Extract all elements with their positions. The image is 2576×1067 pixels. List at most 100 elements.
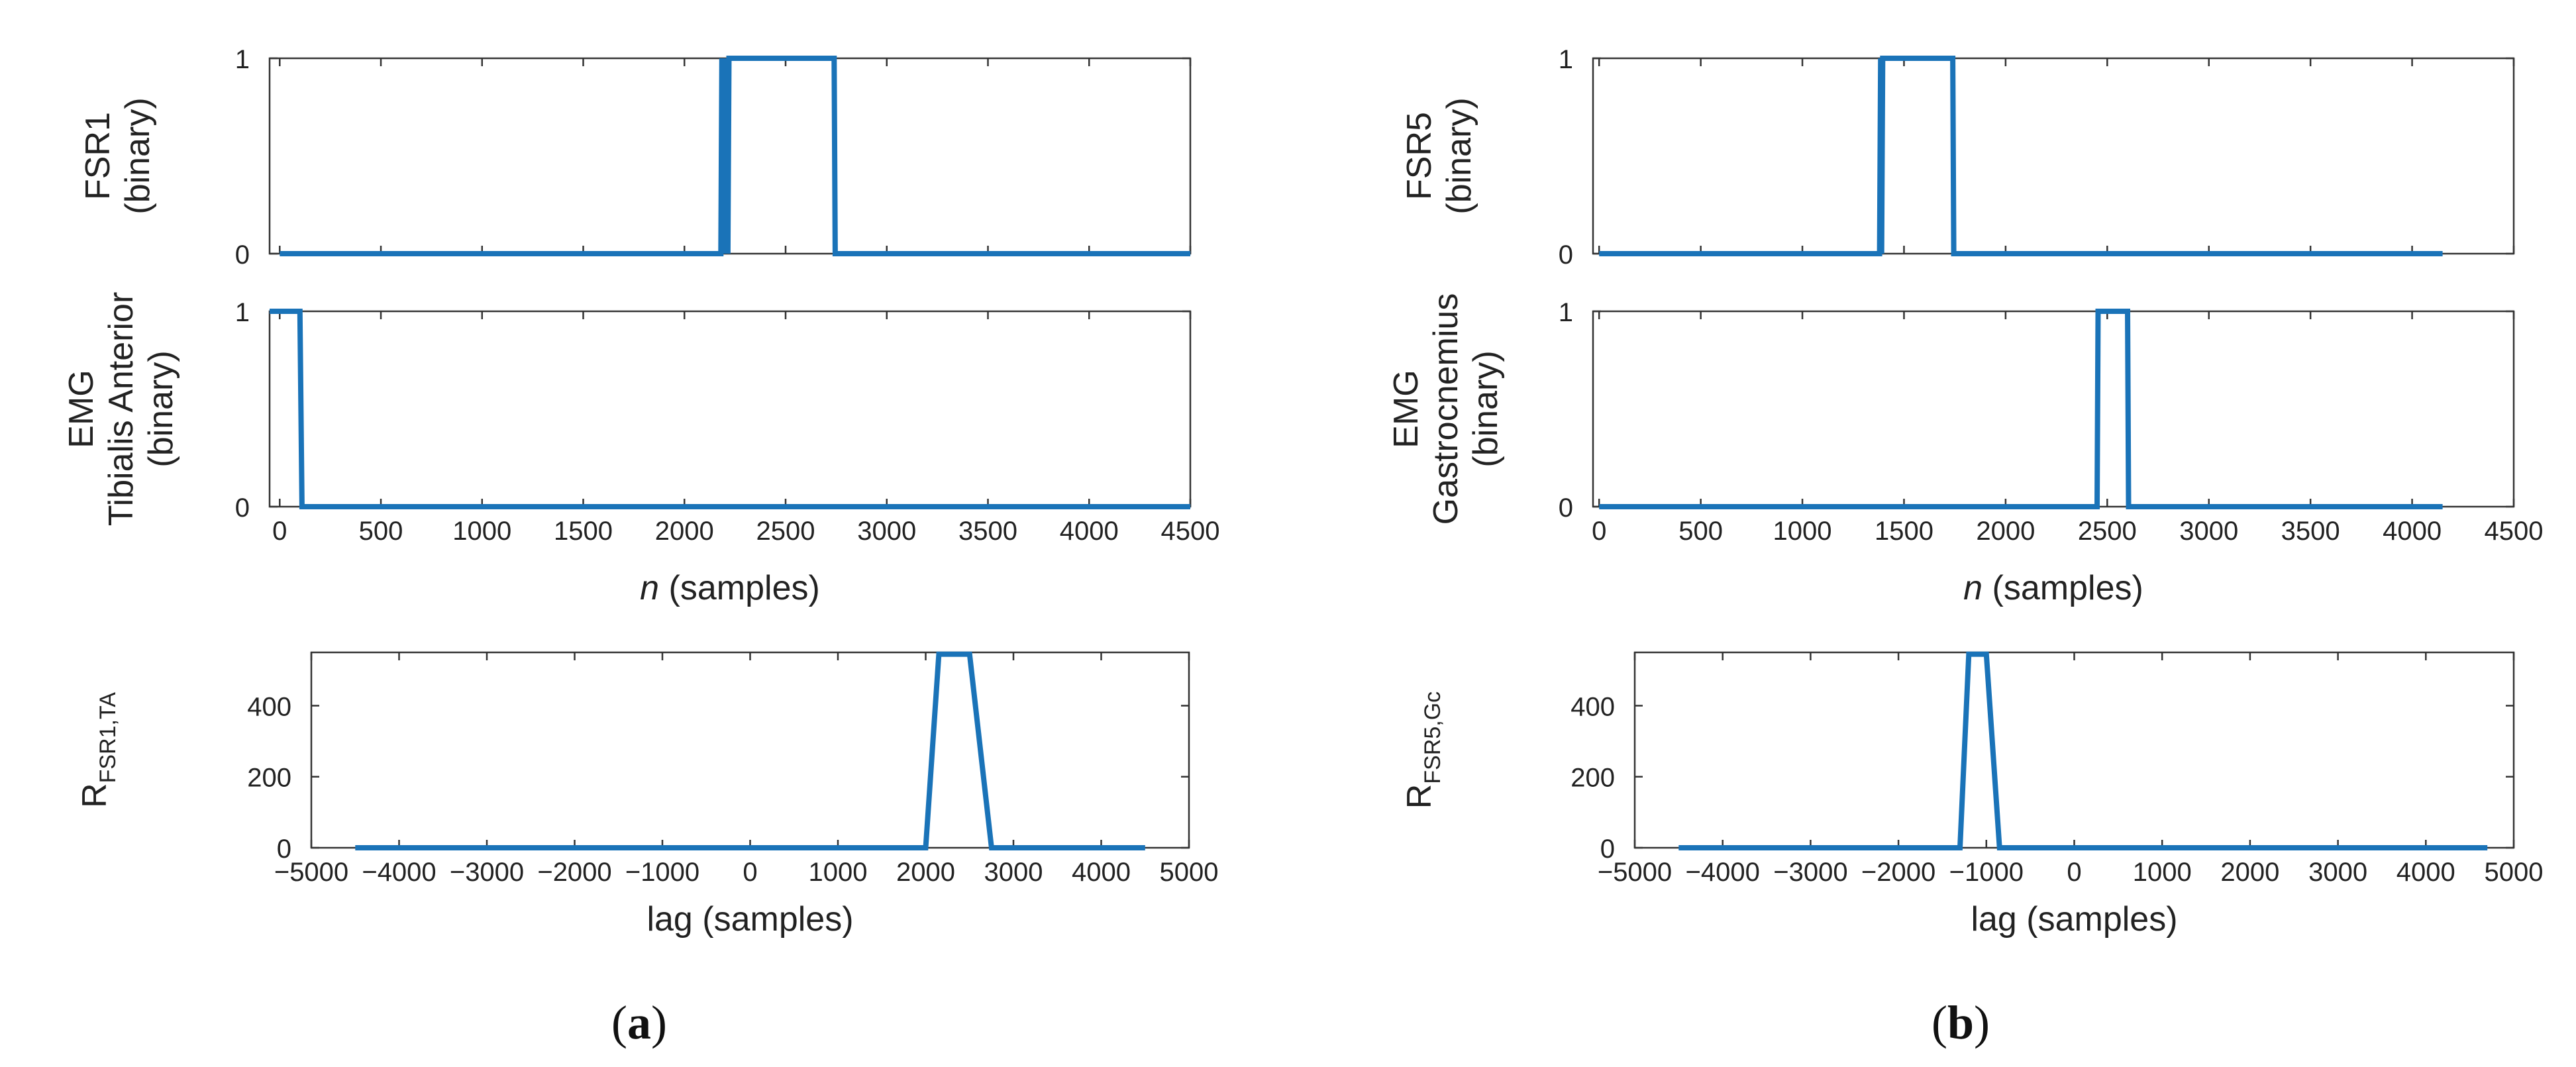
series-line	[270, 309, 1190, 509]
x-tick-label: −5000	[1598, 858, 1672, 887]
series-line	[355, 651, 1145, 850]
y-axis-label-line: (binary)	[1440, 97, 1478, 214]
x-tick-label: 3000	[2179, 517, 2238, 546]
y-axis-label-line: Tibialis Anterior	[102, 292, 140, 527]
y-tick-label: 0	[277, 835, 291, 864]
y-axis-label: EMGGastrocnemius(binary)	[1387, 293, 1505, 525]
chart-b-corr: −5000 −4000 −3000 −2000 −1000 0 1000 2000 3000 40…	[1400, 651, 2544, 939]
series-line	[1599, 56, 2443, 256]
y-tick-label: 1	[235, 45, 250, 74]
x-axis-label-rest: (samples)	[659, 569, 820, 607]
y-axis-label-line: FSR5	[1400, 112, 1439, 200]
plot-frame	[310, 651, 1190, 849]
x-axis-label: n (samples)	[1963, 569, 2143, 607]
y-tick-label: 1	[1559, 45, 1573, 74]
x-tick-label: −3000	[1773, 858, 1847, 887]
plot-frame	[1592, 57, 2515, 255]
x-tick-label: 2000	[896, 858, 955, 887]
y-tick-label: 400	[247, 692, 291, 721]
y-tick-label: 0	[1559, 240, 1573, 270]
panel-label-a: (a)	[611, 996, 667, 1049]
y-tick-label: 200	[1571, 764, 1615, 793]
x-tick-label: 1000	[2133, 858, 2192, 887]
x-tick-label: 1500	[1875, 517, 1933, 546]
x-axis-label-rest: (samples)	[1983, 569, 2143, 607]
x-axis-label-var: n	[1963, 569, 1983, 607]
plot-frame	[1592, 310, 2515, 508]
x-tick-label: 4000	[2396, 858, 2455, 887]
x-tick-label: 3500	[2281, 517, 2340, 546]
x-axis-label: n (samples)	[640, 569, 820, 607]
y-axis-label-main: R	[76, 783, 114, 808]
y-axis-label-line: FSR1	[79, 112, 117, 200]
x-tick-label: 2000	[2220, 858, 2279, 887]
y-tick-label: 0	[235, 493, 250, 523]
x-tick-label: 3000	[2308, 858, 2367, 887]
y-axis-label: RFSR1,TA	[76, 692, 121, 808]
y-tick-label: 0	[1559, 493, 1573, 523]
x-tick-label: 1000	[452, 517, 511, 546]
x-tick-label: 0	[1592, 517, 1606, 546]
y-tick-label: 1	[1559, 298, 1573, 327]
plot-frame	[1633, 651, 2515, 849]
chart-a-emg: 0 500 1000 1500 2000 2500 3000 3500 4000 4500 0 1 n …	[62, 292, 1219, 607]
x-tick-label: 5000	[1160, 858, 1219, 887]
x-tick-label: 1000	[809, 858, 868, 887]
panel-label-b: (b)	[1932, 996, 1990, 1049]
x-tick-label: 0	[272, 517, 287, 546]
x-axis-label-var: n	[640, 569, 659, 607]
y-tick-label: 0	[235, 240, 250, 270]
x-tick-label: 3500	[958, 517, 1017, 546]
y-axis-label-main: R	[1400, 784, 1439, 809]
chart-b-emg: 0 500 1000 1500 2000 2500 3000 3500 4000 4500 0 1 n …	[1387, 293, 2543, 607]
x-tick-label: −2000	[537, 858, 611, 887]
x-tick-label: 4000	[1072, 858, 1131, 887]
x-tick-label: 2500	[2078, 517, 2137, 546]
x-tick-label: −4000	[1686, 858, 1760, 887]
y-tick-label: 1	[235, 298, 250, 327]
y-axis-label: FSR5(binary)	[1400, 97, 1478, 214]
y-axis-label-line: (binary)	[119, 97, 157, 214]
y-axis-label-sub: FSR1,TA	[95, 692, 121, 784]
x-tick-label: 2000	[1976, 517, 2035, 546]
x-tick-label: 2500	[756, 517, 815, 546]
y-tick-label: 200	[247, 764, 291, 793]
chart-b-fsr: 0 1 FSR5(binary)	[1400, 45, 2515, 270]
x-axis-label: lag (samples)	[1971, 900, 2177, 939]
x-tick-label: 1500	[554, 517, 613, 546]
series-line	[280, 56, 1190, 256]
y-axis-label-line: (binary)	[142, 350, 180, 467]
x-tick-label: −5000	[274, 858, 348, 887]
x-tick-label: −2000	[1861, 858, 1935, 887]
plot-frame	[268, 310, 1192, 508]
chart-a-corr: −5000 −4000 −3000 −2000 −1000 0 1000 2000 3000 40…	[76, 651, 1219, 939]
x-tick-label: 0	[2067, 858, 2081, 887]
y-axis-label-line: (binary)	[1467, 350, 1505, 467]
x-tick-label: −3000	[450, 858, 524, 887]
x-tick-label: 3000	[984, 858, 1043, 887]
y-tick-label: 400	[1571, 692, 1615, 721]
y-axis-label-line: Gastrocnemius	[1427, 293, 1465, 525]
y-axis-label: RFSR5,Gc	[1400, 691, 1445, 809]
x-axis-label: lag (samples)	[646, 900, 853, 939]
x-tick-label: 500	[359, 517, 403, 546]
x-tick-label: −4000	[362, 858, 436, 887]
x-tick-label: 1000	[1773, 517, 1832, 546]
x-tick-label: −1000	[1949, 858, 2024, 887]
chart-a-fsr: 0 1 FSR1(binary)	[79, 45, 1192, 270]
y-axis-label: EMGTibialis Anterior(binary)	[62, 292, 180, 527]
x-tick-label: 2000	[655, 517, 714, 546]
series-line	[1599, 309, 2443, 509]
x-tick-label: 0	[743, 858, 757, 887]
x-tick-label: 4500	[2485, 517, 2544, 546]
x-tick-label: 500	[1678, 517, 1723, 546]
x-tick-label: 4000	[1060, 517, 1119, 546]
x-tick-label: 4500	[1161, 517, 1220, 546]
x-tick-label: −1000	[625, 858, 699, 887]
y-axis-label: FSR1(binary)	[79, 97, 157, 214]
x-tick-label: 3000	[857, 517, 916, 546]
x-tick-label: 5000	[2485, 858, 2544, 887]
